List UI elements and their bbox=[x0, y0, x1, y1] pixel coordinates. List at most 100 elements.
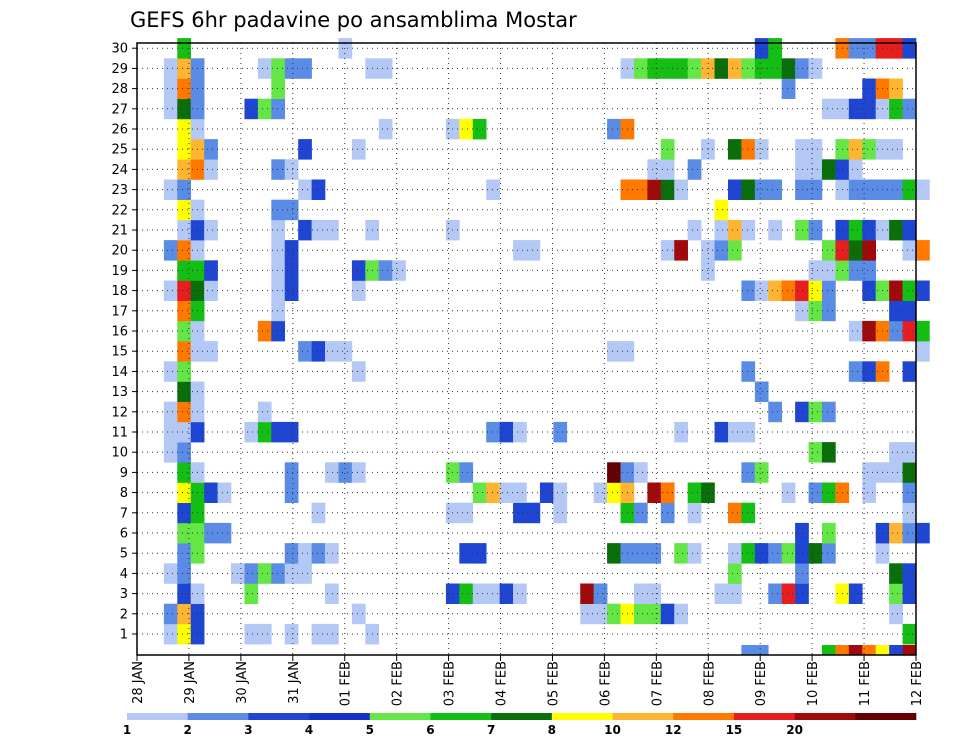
heatmap-cell bbox=[338, 38, 353, 59]
heatmap-cell bbox=[916, 522, 930, 544]
heatmap-cell bbox=[741, 139, 756, 160]
heatmap-cell bbox=[795, 179, 809, 200]
heatmap-cell bbox=[889, 98, 903, 120]
heatmap-cell bbox=[298, 58, 312, 79]
heatmap-cell bbox=[177, 199, 192, 221]
heatmap-cell bbox=[311, 502, 326, 524]
heatmap-cell bbox=[177, 401, 192, 423]
heatmap-cell bbox=[754, 139, 769, 160]
y-tick-label: 7 bbox=[120, 506, 128, 521]
heatmap-cell bbox=[163, 98, 178, 120]
heatmap-cell bbox=[781, 280, 796, 301]
heatmap-cell bbox=[633, 58, 648, 79]
heatmap-cell bbox=[177, 58, 192, 79]
heatmap-cell bbox=[862, 240, 877, 261]
heatmap-cell bbox=[848, 179, 863, 200]
heatmap-cell bbox=[378, 260, 393, 281]
heatmap-cell bbox=[257, 563, 272, 584]
heatmap-cell bbox=[177, 159, 192, 180]
heatmap-cell bbox=[177, 623, 192, 645]
heatmap-cell bbox=[177, 320, 192, 342]
colorbar-segment bbox=[612, 713, 674, 720]
heatmap-cell bbox=[244, 583, 259, 604]
y-tick-label: 13 bbox=[111, 385, 128, 400]
heatmap-cell bbox=[795, 522, 809, 544]
heatmap-cell bbox=[781, 78, 796, 99]
heatmap-cell bbox=[821, 300, 836, 322]
heatmap-cell bbox=[298, 563, 312, 584]
heatmap-cell bbox=[298, 179, 312, 200]
heatmap-cell bbox=[808, 219, 823, 241]
heatmap-cell bbox=[902, 98, 917, 120]
y-tick-label: 2 bbox=[120, 607, 128, 622]
heatmap-cell bbox=[916, 179, 930, 200]
heatmap-cell bbox=[862, 462, 877, 483]
heatmap-cell bbox=[821, 645, 836, 656]
heatmap-cell bbox=[271, 300, 286, 322]
heatmap-cell bbox=[862, 361, 877, 382]
heatmap-cell bbox=[204, 280, 218, 301]
heatmap-cell bbox=[163, 58, 178, 79]
heatmap-cell bbox=[916, 240, 930, 261]
heatmap-cell bbox=[539, 482, 554, 503]
heatmap-cell bbox=[727, 583, 742, 604]
heatmap-cell bbox=[499, 583, 514, 604]
heatmap-cell bbox=[902, 462, 917, 483]
heatmap-cell bbox=[325, 219, 339, 241]
colorbar-segment bbox=[187, 713, 249, 720]
heatmap-cell bbox=[795, 543, 809, 564]
heatmap-cell bbox=[177, 118, 192, 140]
heatmap-cell bbox=[808, 58, 823, 79]
heatmap-cell bbox=[513, 502, 527, 524]
heatmap-cell bbox=[378, 118, 393, 140]
colorbar-segment bbox=[491, 713, 553, 720]
heatmap-cell bbox=[727, 179, 742, 200]
heatmap-cell bbox=[674, 179, 688, 200]
heatmap-cell bbox=[177, 603, 192, 625]
heatmap-cell bbox=[459, 118, 474, 140]
heatmap-cell bbox=[902, 240, 917, 261]
heatmap-cell bbox=[821, 240, 836, 261]
heatmap-cell bbox=[204, 159, 218, 180]
heatmap-cell bbox=[902, 361, 917, 382]
heatmap-cell bbox=[889, 563, 903, 584]
heatmap-cell bbox=[821, 280, 836, 301]
heatmap-cell bbox=[768, 543, 782, 564]
heatmap-cell bbox=[902, 563, 917, 584]
heatmap-cell bbox=[257, 320, 272, 342]
x-tick-label: 03 FEB bbox=[443, 661, 458, 706]
heatmap-cell bbox=[163, 401, 178, 423]
heatmap-cell bbox=[526, 240, 541, 261]
heatmap-cell bbox=[325, 543, 339, 564]
heatmap-cell bbox=[633, 462, 648, 483]
x-tick-label: 12 FEB bbox=[910, 661, 925, 706]
heatmap-cell bbox=[875, 645, 890, 656]
heatmap-cell bbox=[795, 280, 809, 301]
heatmap-cell bbox=[902, 623, 917, 645]
y-tick-label: 14 bbox=[111, 365, 128, 380]
heatmap-cell bbox=[177, 179, 192, 200]
heatmap-cell bbox=[902, 482, 917, 503]
heatmap-cell bbox=[848, 240, 863, 261]
y-tick-label: 6 bbox=[120, 527, 128, 542]
heatmap-cell bbox=[902, 522, 917, 544]
y-tick-label: 17 bbox=[111, 304, 128, 319]
heatmap-cell bbox=[674, 58, 688, 79]
heatmap-cell bbox=[754, 645, 769, 656]
heatmap-cell bbox=[177, 421, 192, 443]
y-tick-label: 4 bbox=[120, 567, 128, 582]
heatmap-cell bbox=[808, 139, 823, 160]
heatmap-cell bbox=[848, 583, 863, 604]
heatmap-cell bbox=[889, 522, 903, 544]
heatmap-cell bbox=[754, 179, 769, 200]
heatmap-cell bbox=[472, 118, 487, 140]
heatmap-cells bbox=[163, 38, 930, 656]
heatmap-cell bbox=[177, 139, 192, 160]
heatmap-cell bbox=[848, 38, 863, 59]
heatmap-cell bbox=[727, 240, 742, 261]
heatmap-cell bbox=[177, 442, 192, 463]
heatmap-cell bbox=[889, 38, 903, 59]
x-tick-label: 07 FEB bbox=[650, 661, 665, 706]
heatmap-cell bbox=[593, 583, 608, 604]
heatmap-cell bbox=[298, 139, 312, 160]
